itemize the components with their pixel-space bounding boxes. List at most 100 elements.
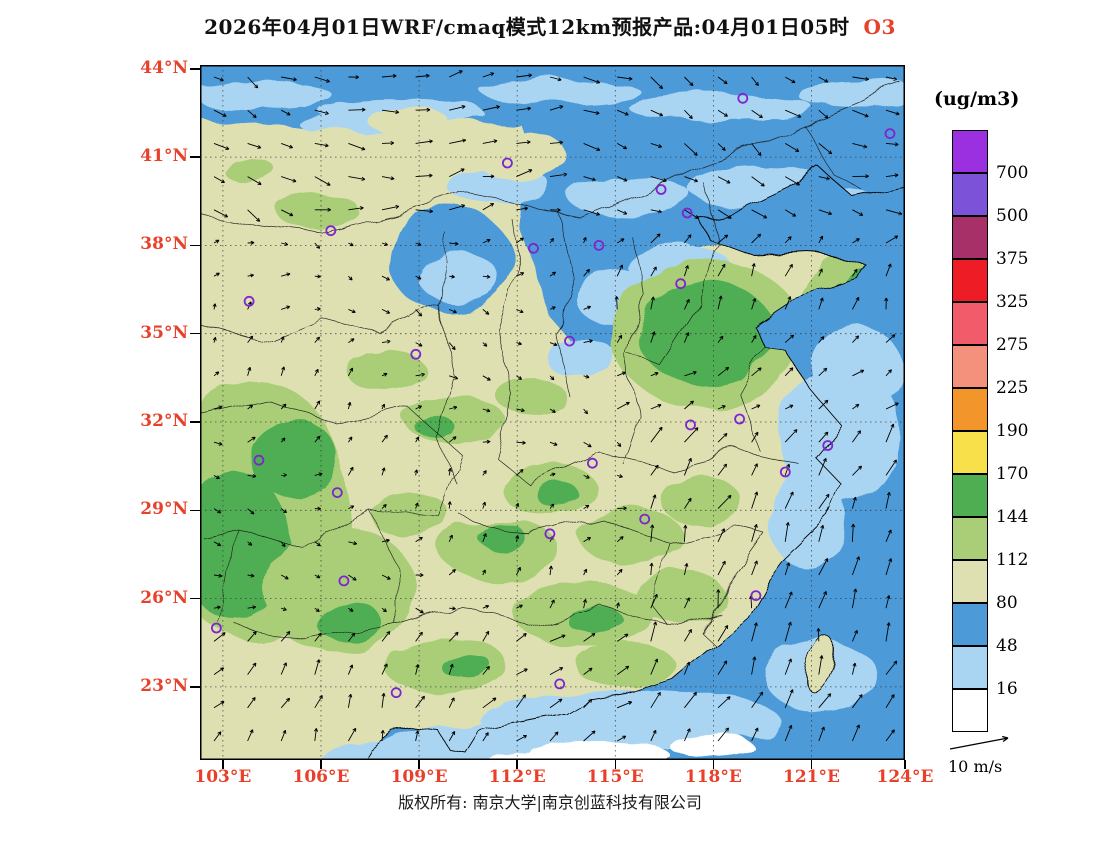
x-axis-tick bbox=[418, 760, 420, 769]
city-marker bbox=[779, 466, 791, 478]
y-axis-label: 23°N bbox=[140, 675, 188, 696]
x-axis-tick bbox=[712, 760, 715, 769]
colorbar-tick-label: 144 bbox=[996, 507, 1029, 527]
wind-reference-arrow bbox=[949, 735, 1009, 750]
city-marker bbox=[331, 487, 343, 499]
city-marker bbox=[528, 242, 539, 254]
city-marker bbox=[544, 528, 556, 540]
colorbar-tick-label: 700 bbox=[996, 163, 1029, 183]
city-marker bbox=[243, 295, 255, 307]
city-marker bbox=[253, 454, 265, 466]
x-axis-label: 124°E bbox=[876, 767, 934, 787]
colorbar-tick-label: 275 bbox=[996, 335, 1029, 355]
city-marker bbox=[501, 157, 513, 169]
colorbar-tick-label: 375 bbox=[996, 249, 1029, 269]
city-marker bbox=[750, 590, 762, 601]
copyright-text: 版权所有: 南京大学|南京创蓝科技有限公司 bbox=[398, 793, 702, 812]
colorbar-tick-label: 80 bbox=[996, 593, 1018, 613]
station-markers bbox=[210, 92, 896, 699]
city-marker bbox=[685, 419, 696, 431]
page-title: 2026年04月01日WRF/cmaq模式12km预报产品:04月01日05时 O… bbox=[0, 11, 1100, 40]
x-axis-tick bbox=[320, 760, 322, 769]
city-marker bbox=[593, 239, 605, 251]
city-marker bbox=[554, 678, 566, 690]
y-axis-tick bbox=[190, 597, 200, 600]
city-marker bbox=[210, 622, 222, 634]
colorbar-tick-label: 225 bbox=[996, 378, 1029, 398]
city-marker bbox=[338, 575, 350, 587]
city-marker bbox=[675, 278, 687, 290]
x-axis-tick bbox=[904, 760, 906, 769]
y-axis-tick bbox=[190, 686, 200, 688]
x-axis-label: 118°E bbox=[684, 767, 742, 787]
x-axis-label: 112°E bbox=[488, 767, 546, 787]
y-axis-label: 29°N bbox=[140, 499, 188, 520]
y-axis-tick bbox=[190, 421, 200, 423]
colorbar-swatch bbox=[952, 388, 988, 431]
city-marker bbox=[325, 225, 337, 237]
y-axis-tick bbox=[190, 68, 200, 70]
y-axis-label: 38°N bbox=[140, 234, 188, 255]
title-main: 2026年04月01日WRF/cmaq模式12km预报产品:04月01日05时 bbox=[204, 15, 850, 39]
colorbar-swatch bbox=[952, 130, 988, 173]
city-marker bbox=[734, 413, 745, 425]
x-axis-tick bbox=[222, 760, 224, 769]
title-species: O3 bbox=[863, 15, 896, 39]
colorbar-tick-label: 112 bbox=[996, 550, 1029, 570]
city-marker bbox=[822, 440, 834, 451]
colorbar-swatch bbox=[952, 431, 988, 474]
colorbar-swatch bbox=[952, 560, 988, 603]
city-marker bbox=[410, 348, 422, 360]
wind-vectors bbox=[212, 70, 903, 742]
colorbar-swatch bbox=[952, 474, 988, 517]
y-axis-tick bbox=[190, 509, 200, 512]
x-axis-label: 106°E bbox=[292, 767, 350, 787]
y-axis-label: 35°N bbox=[140, 322, 188, 343]
x-axis-tick bbox=[614, 760, 617, 769]
x-axis-tick bbox=[516, 760, 518, 769]
y-axis-label: 32°N bbox=[140, 410, 188, 431]
city-marker bbox=[639, 513, 651, 525]
colorbar-swatch bbox=[952, 259, 988, 302]
wind-reference: 10 m/s bbox=[948, 733, 1048, 776]
city-marker bbox=[564, 335, 575, 347]
colorbar-swatch bbox=[952, 302, 988, 345]
colorbar-tick-label: 48 bbox=[996, 636, 1018, 656]
city-marker bbox=[737, 92, 749, 104]
y-axis-label: 41°N bbox=[140, 146, 188, 167]
y-axis-tick bbox=[190, 156, 200, 158]
city-marker bbox=[586, 457, 598, 469]
x-axis-label: 109°E bbox=[390, 767, 448, 787]
contour-field bbox=[200, 65, 905, 760]
city-marker bbox=[390, 687, 402, 699]
colorbar-swatch bbox=[952, 646, 988, 689]
colorbar-swatch bbox=[952, 689, 988, 732]
city-marker bbox=[884, 128, 896, 139]
y-axis-tick bbox=[190, 244, 200, 247]
y-axis-tick bbox=[190, 332, 200, 335]
colorbar-title: (ug/m3) bbox=[934, 88, 1020, 110]
x-axis-label: 121°E bbox=[783, 767, 840, 787]
x-axis-label: 103°E bbox=[194, 767, 252, 787]
colorbar-swatch bbox=[952, 345, 988, 388]
y-axis-label: 44°N bbox=[140, 57, 188, 78]
colorbar-tick-label: 190 bbox=[996, 421, 1029, 441]
colorbar: 700 500 375 325 275 225 190 170 144 112 80 48 16 bbox=[952, 130, 1028, 732]
colorbar-tick-label: 500 bbox=[996, 206, 1029, 226]
colorbar-tick-label: 170 bbox=[996, 464, 1029, 484]
wind-reference-label: 10 m/s bbox=[948, 757, 1003, 776]
y-axis-label: 26°N bbox=[140, 587, 188, 608]
map-canvas bbox=[200, 65, 905, 760]
colorbar-swatch bbox=[952, 603, 988, 646]
map-plot bbox=[200, 65, 905, 760]
city-marker bbox=[655, 184, 667, 195]
colorbar-swatch bbox=[952, 517, 988, 560]
colorbar-swatch bbox=[952, 216, 988, 259]
colorbar-tick-label: 325 bbox=[996, 292, 1029, 312]
colorbar-tick-label: 16 bbox=[996, 679, 1018, 699]
city-marker bbox=[681, 207, 693, 219]
x-axis-label: 115°E bbox=[586, 767, 644, 787]
coastline bbox=[362, 165, 905, 760]
x-axis-tick bbox=[810, 760, 813, 769]
